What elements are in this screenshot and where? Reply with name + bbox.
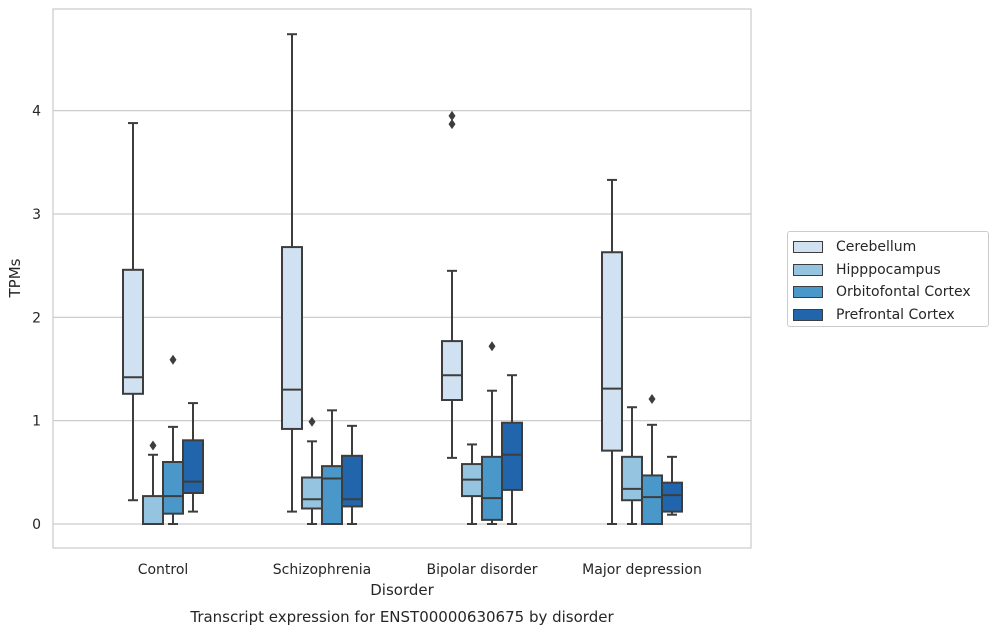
outlier-point	[149, 440, 157, 451]
outlier-point	[648, 393, 656, 404]
x-tick-label: Control	[138, 562, 189, 578]
x-tick-label: Bipolar disorder	[426, 562, 537, 578]
x-tick-label: Major depression	[582, 562, 702, 578]
box-group	[501, 374, 523, 525]
y-axis-label: TPMs	[6, 258, 24, 298]
legend-swatch-orbitofrontal-cortex	[793, 286, 823, 299]
box-iqr	[321, 465, 343, 525]
x-axis-label: Disorder	[370, 581, 434, 599]
outlier-point	[169, 354, 177, 365]
box-group	[122, 122, 144, 502]
y-tick-label: 0	[32, 517, 41, 533]
outlier-point	[308, 416, 316, 427]
y-tick-label: 3	[32, 207, 41, 223]
legend-item-prefrontal-cortex: Prefrontal Cortex	[793, 304, 988, 327]
outlier-point	[448, 110, 456, 121]
box-group	[621, 406, 643, 525]
plot-area	[53, 9, 751, 548]
box-iqr	[601, 251, 623, 452]
box-group	[661, 455, 683, 516]
box-iqr	[301, 476, 323, 510]
box-iqr	[281, 246, 303, 430]
box-iqr	[501, 421, 523, 491]
legend-item-orbitofrontal-cortex: Orbitofontal Cortex	[793, 281, 988, 304]
box-iqr	[441, 340, 463, 402]
box-group	[601, 178, 623, 525]
box-iqr	[621, 455, 643, 502]
y-tick-labels: 0 1 2 3 4	[32, 104, 41, 533]
box-iqr	[142, 495, 164, 525]
outlier-point	[448, 119, 456, 130]
box-iqr	[122, 268, 144, 395]
box-group	[641, 393, 663, 526]
box-group	[341, 424, 363, 525]
box-group	[281, 33, 303, 513]
legend-item-cerebellum: Cerebellum	[793, 236, 988, 259]
box-iqr	[341, 454, 363, 508]
x-tick-label: Schizophrenia	[273, 562, 371, 578]
legend-label-hippocampus: Hipppocampus	[836, 261, 941, 278]
outlier-point	[488, 341, 496, 352]
box-group	[461, 443, 483, 525]
y-tick-label: 4	[32, 104, 41, 120]
box-iqr	[481, 455, 503, 521]
y-tick-label: 2	[32, 310, 41, 326]
legend-label-orbitofrontal-cortex: Orbitofontal Cortex	[836, 284, 971, 301]
box-iqr	[162, 461, 184, 515]
chart-title: Transcript expression for ENST0000063067…	[189, 608, 614, 626]
box-iqr	[641, 474, 663, 526]
legend-item-hippocampus: Hipppocampus	[793, 259, 988, 282]
box-iqr	[661, 481, 683, 513]
box-group	[321, 409, 343, 525]
box-iqr	[182, 439, 204, 495]
y-tick-label: 1	[32, 414, 41, 430]
legend-swatch-hippocampus	[793, 263, 823, 276]
boxes	[122, 33, 683, 526]
x-tick-labels: Control Schizophrenia Bipolar disorder Majo…	[138, 562, 702, 578]
legend-label-prefrontal-cortex: Prefrontal Cortex	[836, 306, 955, 323]
box-group	[182, 402, 204, 513]
legend-swatch-prefrontal-cortex	[793, 308, 823, 321]
plot-frame	[52, 8, 752, 549]
legend: Cerebellum Hipppocampus Orbitofontal Cor…	[787, 231, 989, 327]
box-group	[441, 110, 463, 459]
legend-swatch-cerebellum	[793, 241, 823, 254]
legend-label-cerebellum: Cerebellum	[836, 239, 917, 256]
box-group	[142, 440, 164, 525]
